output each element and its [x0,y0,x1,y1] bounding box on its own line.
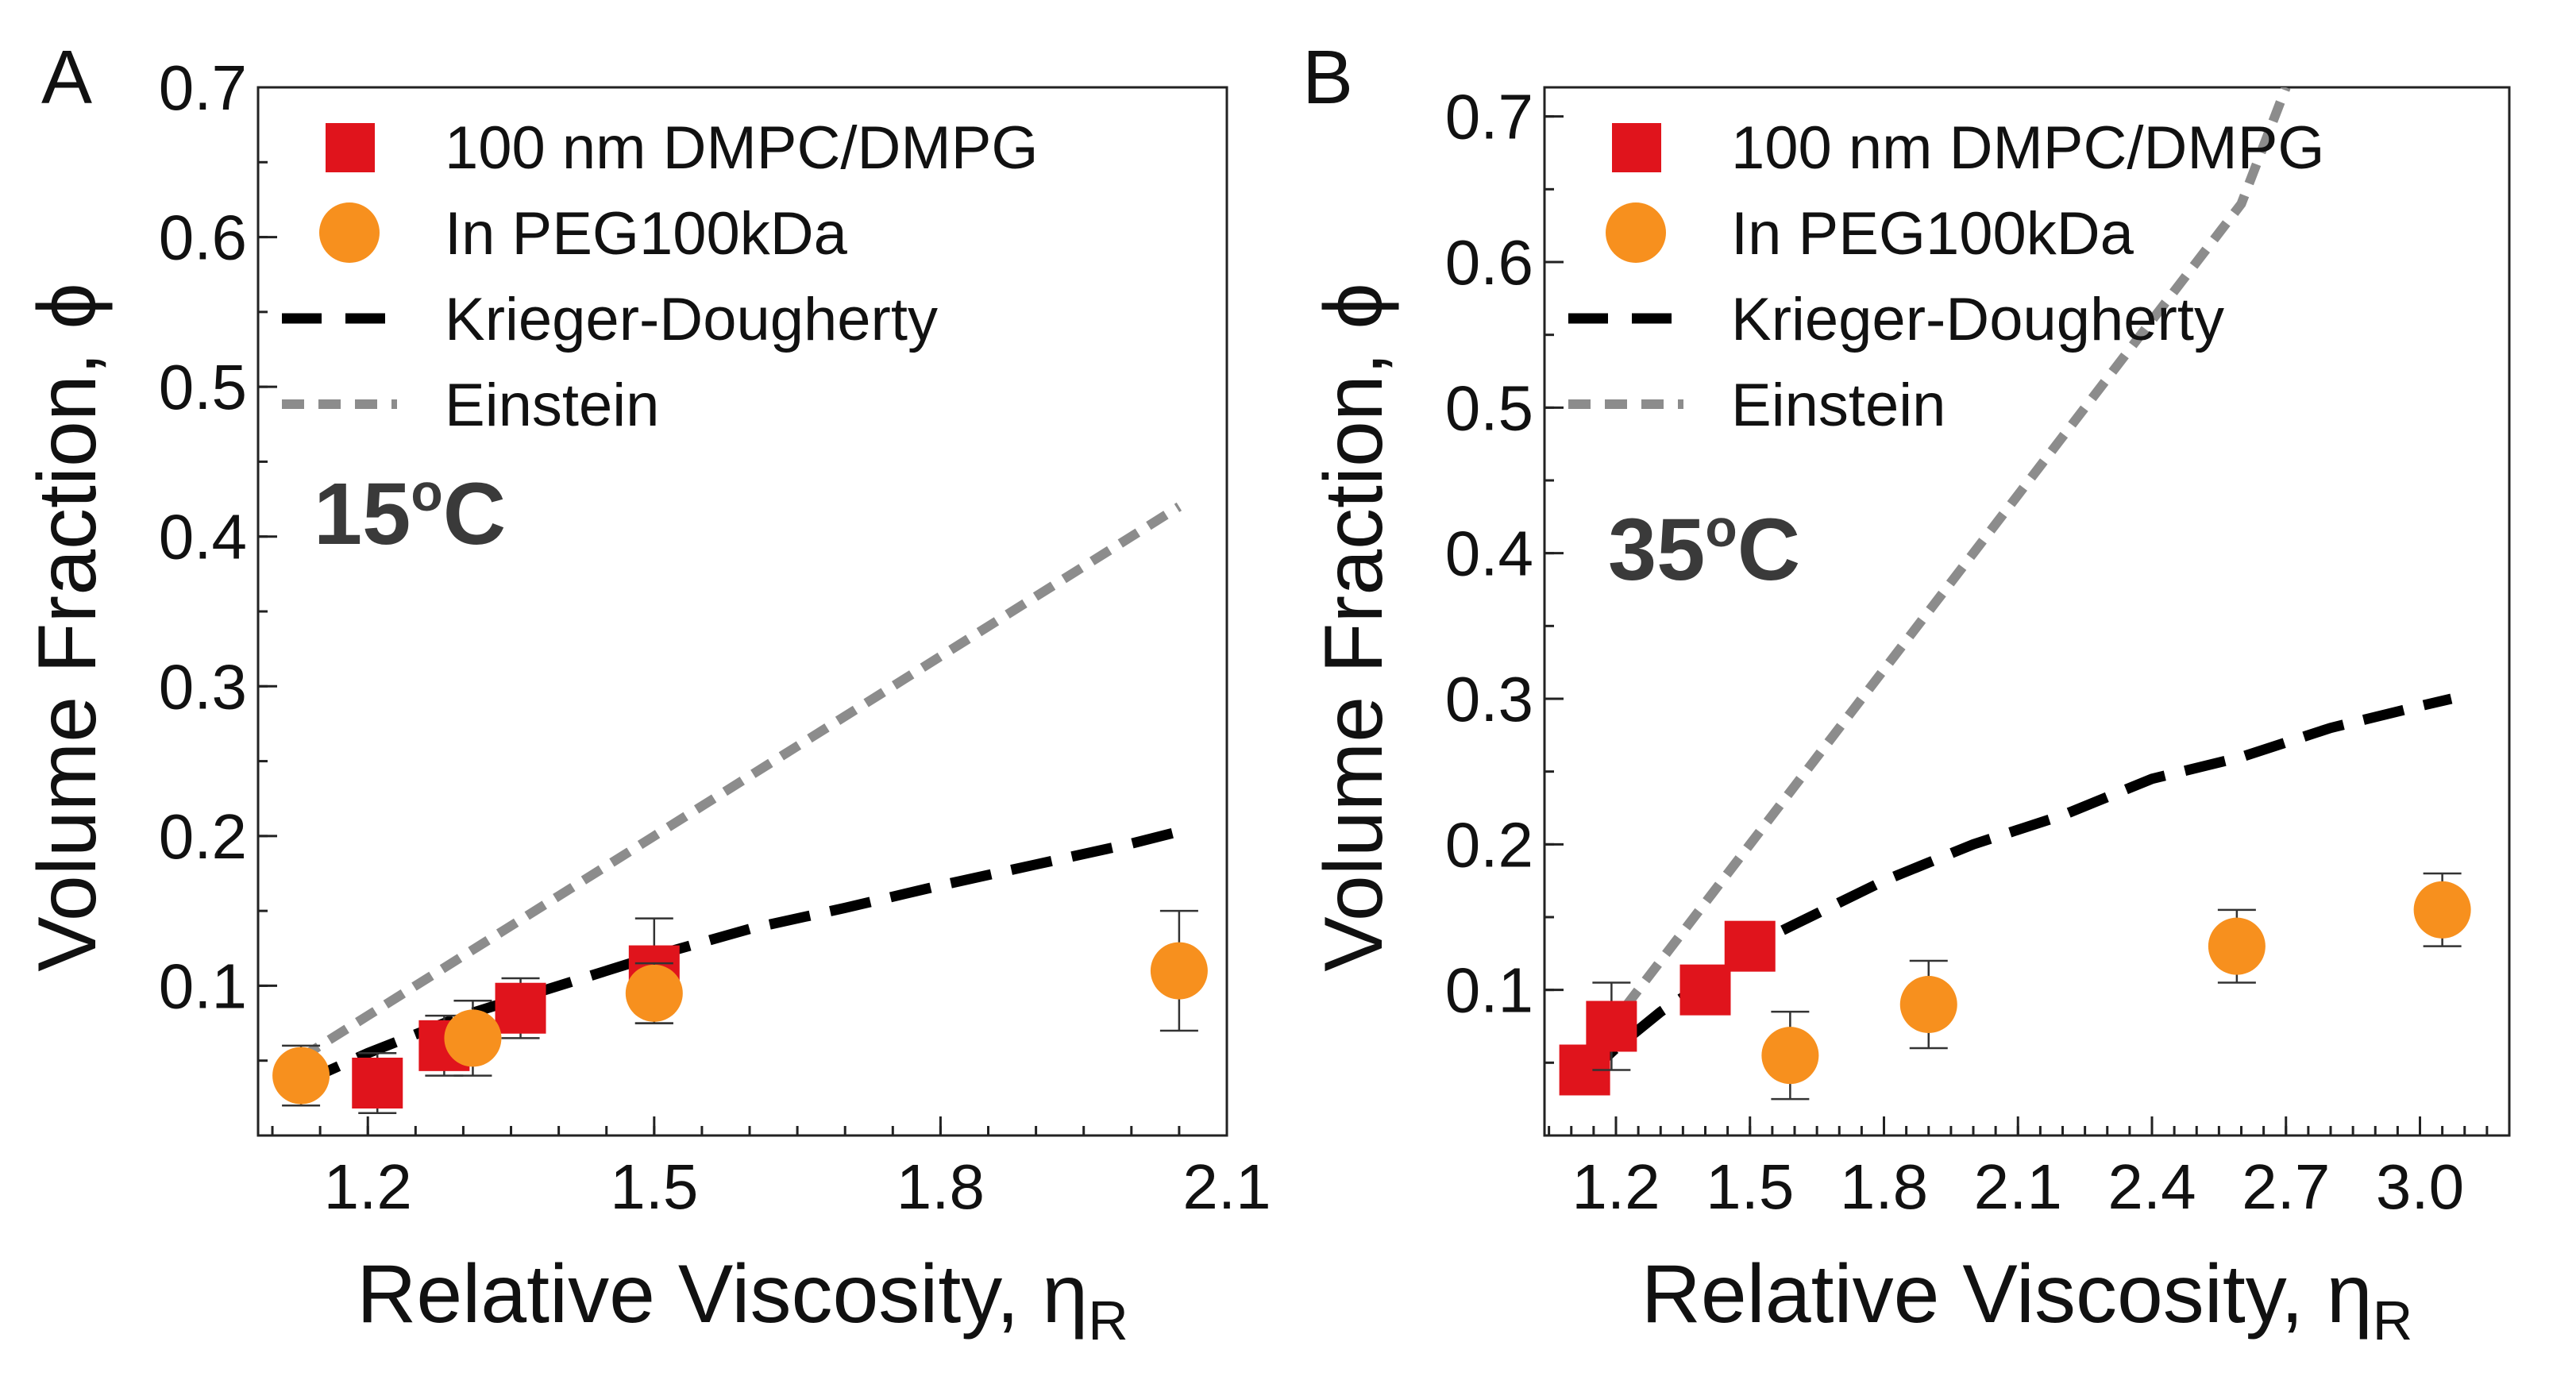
plot-frame [1543,86,2511,1137]
x-tick-label: 3.0 [2376,1151,2464,1222]
legend-circle-marker [1606,202,1666,263]
y-tick-label: 0.6 [159,202,247,273]
legend-label: 100 nm DMPC/DMPG [445,114,1039,182]
legend-square-marker [326,123,375,172]
x-axis-title-main: Relative Viscosity, η [357,1248,1088,1340]
x-axis-title: Relative Viscosity, ηR [357,1248,1128,1351]
y-axis-title: Volume Fraction, ϕ [1308,283,1400,972]
x-tick-label: 2.4 [2107,1151,2196,1222]
square-marker [352,1058,403,1108]
peg-point [2413,872,2471,947]
temperature-label: 15oC [314,463,506,563]
y-tick-label: 0.5 [159,352,247,422]
legend: 100 nm DMPC/DMPG In PEG100kDa Krieger-Doug… [282,114,1039,439]
x-axis-title-sub: R [2373,1290,2413,1351]
chart-panel-A: A 1.2 1.5 1.8 2.1 0.1 0.2 0.3 0.4 0.5 0.6 0.7 Relati… [21,35,1271,1351]
chart-panel-B: B 1.2 1.5 1.8 2.1 2.4 2.7 3.0 0.1 0.2 0.3 0.4 0.5 0.6… [1302,35,2511,1351]
peg-point [444,1000,502,1077]
temperature-label: 35oC [1608,499,1800,599]
y-tick-label: 0.4 [159,502,247,573]
circle-marker [444,1009,502,1067]
circle-marker [2413,881,2471,939]
peg-point [1150,909,1208,1032]
dmpc-point [1679,964,1731,1016]
y-tick-label: 0.6 [1445,227,1533,298]
legend-label: Krieger-Dougherty [445,286,938,353]
legend-circle-marker [319,202,380,263]
temperature-value: 35 [1608,501,1705,599]
legend: 100 nm DMPC/DMPG In PEG100kDa Krieger-Doug… [1568,114,2325,439]
einstein-line [1580,87,2291,1063]
legend-label: In PEG100kDa [445,200,848,268]
y-tick-label: 0.7 [1445,82,1533,152]
legend-label: 100 nm DMPC/DMPG [1731,114,2325,182]
temperature-value: 15 [314,465,411,563]
krieger-dougherty-line [1581,693,2453,1081]
y-axis-title: Volume Fraction, ϕ [21,283,114,972]
circle-marker [272,1047,330,1105]
legend-square-marker [1612,123,1661,172]
y-tick-label: 0.1 [159,950,247,1021]
temperature-unit: C [1737,501,1800,599]
y-tick-label: 0.2 [159,801,247,872]
x-tick-label: 1.8 [1840,1151,1928,1222]
x-axis-title-main: Relative Viscosity, η [1641,1248,2373,1340]
y-tick-label: 0.5 [1445,372,1533,443]
circle-marker [1761,1027,1819,1085]
legend-label: Einstein [1731,372,1945,439]
x-tick-label: 1.5 [1706,1151,1794,1222]
y-tick-label: 0.7 [159,52,247,123]
dmpc-point [352,1052,403,1114]
square-marker [1679,964,1731,1016]
peg-point [272,1044,330,1107]
panel-letter: B [1302,35,1353,120]
legend-label: In PEG100kDa [1731,200,2134,268]
square-marker [1586,1001,1637,1052]
y-tick-label: 0.4 [1445,519,1533,589]
x-tick-label: 1.2 [324,1151,412,1222]
circle-marker [2208,917,2266,975]
legend-label: Einstein [445,372,659,439]
x-axis-title-sub: R [1088,1290,1128,1351]
x-axis-title: Relative Viscosity, ηR [1641,1248,2413,1351]
x-tick-label: 2.7 [2242,1151,2330,1222]
dmpc-point [1586,981,1637,1071]
circle-marker [625,964,683,1022]
dmpc-point [495,977,546,1039]
circle-marker [1150,942,1208,1000]
x-tick-label: 2.1 [1974,1151,2062,1222]
x-tick-label: 1.8 [897,1151,985,1222]
square-marker [1724,920,1776,972]
peg-point [625,962,683,1024]
peg-point [1899,959,1957,1050]
y-tick-label: 0.3 [1445,664,1533,734]
temperature-unit: C [443,465,506,563]
square-marker [495,982,546,1034]
circle-marker [1899,976,1957,1033]
y-tick-label: 0.1 [1445,955,1533,1026]
dmpc-point [1724,920,1776,972]
y-tick-label: 0.2 [1445,809,1533,880]
temperature-degree: o [411,463,442,522]
x-tick-label: 1.5 [610,1151,698,1222]
x-tick-label: 2.1 [1182,1151,1271,1222]
einstein-line [298,502,1182,1062]
panel-letter: A [41,35,92,120]
legend-label: Krieger-Dougherty [1731,286,2224,353]
y-tick-label: 0.3 [159,651,247,722]
peg-point [1761,1010,1819,1101]
peg-point [2208,908,2266,984]
temperature-degree: o [1705,499,1737,557]
x-tick-label: 1.2 [1571,1151,1660,1222]
